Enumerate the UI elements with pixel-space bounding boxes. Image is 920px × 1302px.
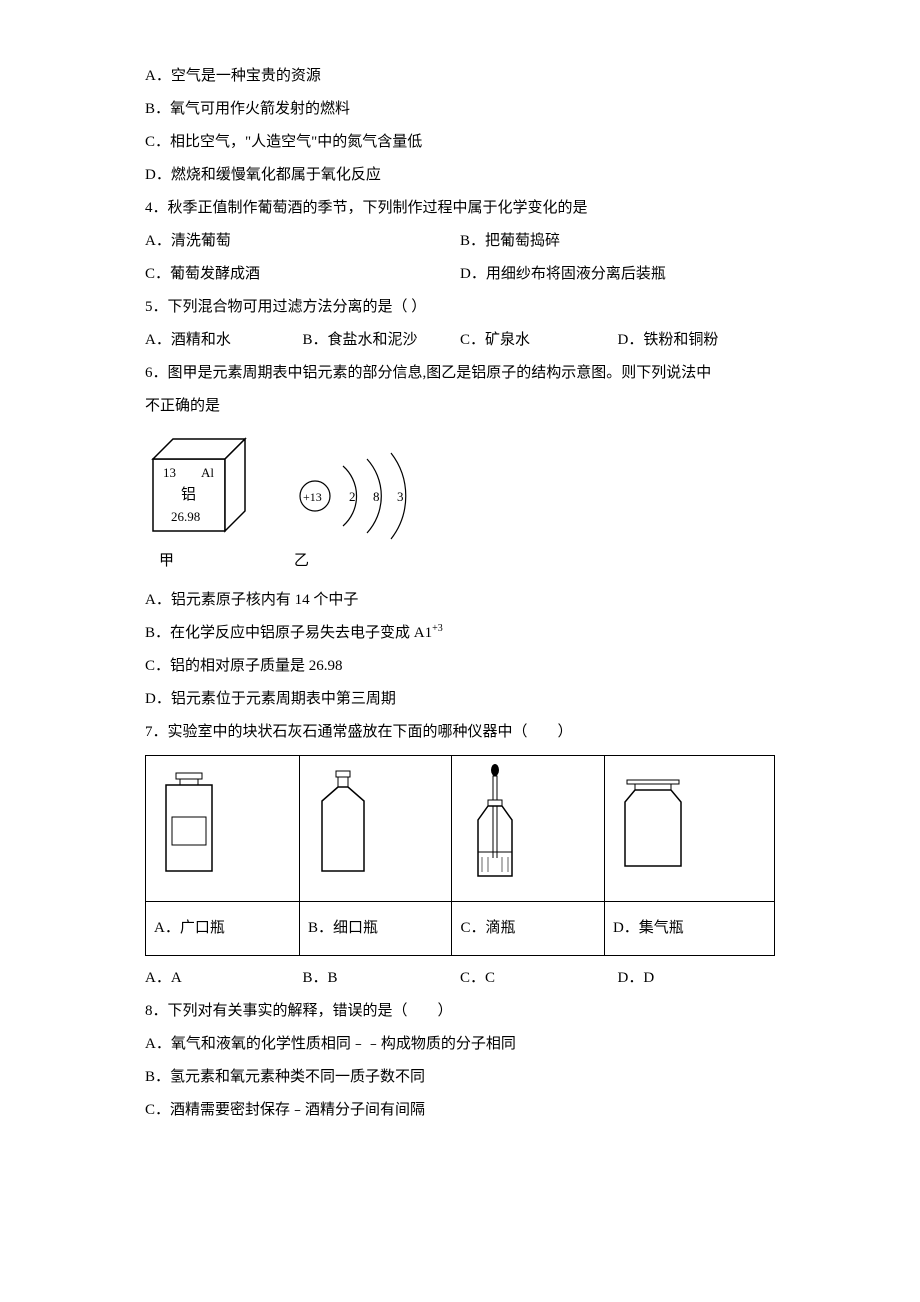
q5-option-a: A．酒精和水 bbox=[145, 324, 303, 357]
q7-img-b bbox=[299, 756, 452, 902]
q7-answer-b: B．B bbox=[303, 962, 461, 995]
q7-img-d bbox=[604, 756, 774, 902]
q8-stem: 8．下列对有关事实的解释，错误的是（ ） bbox=[145, 995, 775, 1028]
q7-img-c bbox=[452, 756, 604, 902]
q4-option-d: D．用细纱布将固液分离后装瓶 bbox=[460, 258, 775, 291]
q7-answer-d: D．D bbox=[618, 962, 776, 995]
q4-option-a: A．清洗葡萄 bbox=[145, 225, 460, 258]
q7-answer-c: C．C bbox=[460, 962, 618, 995]
dropper-bottle-icon bbox=[460, 762, 530, 882]
periodic-cube-icon: 13 Al 铝 26.98 bbox=[145, 431, 255, 541]
q6-option-a: A．铝元素原子核内有 14 个中子 bbox=[145, 584, 775, 617]
q8-option-b: B．氢元素和氧元素种类不同一质子数不同 bbox=[145, 1061, 775, 1094]
q6-option-b: B．在化学反应中铝原子易失去电子变成 A1+3 bbox=[145, 617, 775, 650]
q6-diagram: 13 Al 铝 26.98 +13 2 8 3 bbox=[145, 431, 775, 541]
svg-text:铝: 铝 bbox=[181, 486, 196, 503]
prev-option-c: C．相比空气，"人造空气"中的氮气含量低 bbox=[145, 126, 775, 159]
q6-stem-line2: 不正确的是 bbox=[145, 390, 775, 423]
q5-option-b: B．食盐水和泥沙 bbox=[303, 324, 461, 357]
q4-option-b: B．把葡萄捣碎 bbox=[460, 225, 775, 258]
narrow-mouth-bottle-icon bbox=[308, 767, 378, 877]
q6-option-d: D．铝元素位于元素周期表中第三周期 bbox=[145, 683, 775, 716]
q5-option-c: C．矿泉水 bbox=[460, 324, 618, 357]
svg-text:+13: +13 bbox=[303, 490, 322, 504]
q7-cell-d: D．集气瓶 bbox=[604, 902, 774, 956]
q7-table: A．广口瓶 B．细口瓶 C．滴瓶 D．集气瓶 bbox=[145, 755, 775, 956]
q7-cell-b: B．细口瓶 bbox=[299, 902, 452, 956]
q4-stem: 4．秋季正值制作葡萄酒的季节，下列制作过程中属于化学变化的是 bbox=[145, 192, 775, 225]
svg-text:2: 2 bbox=[349, 489, 356, 504]
q5-option-d: D．铁粉和铜粉 bbox=[618, 324, 776, 357]
prev-option-d: D．燃烧和缓慢氧化都属于氧化反应 bbox=[145, 159, 775, 192]
q8-option-a: A．氧气和液氧的化学性质相同﹣﹣构成物质的分子相同 bbox=[145, 1028, 775, 1061]
q7-cell-c: C．滴瓶 bbox=[452, 902, 604, 956]
q6-option-c: C．铝的相对原子质量是 26.98 bbox=[145, 650, 775, 683]
prev-option-b: B．氧气可用作火箭发射的燃料 bbox=[145, 93, 775, 126]
q5-stem: 5．下列混合物可用过滤方法分离的是（ ） bbox=[145, 291, 775, 324]
atom-structure-icon: +13 2 8 3 bbox=[295, 451, 435, 541]
svg-text:13: 13 bbox=[163, 465, 176, 480]
wide-mouth-bottle-icon bbox=[154, 767, 224, 877]
q4-option-c: C．葡萄发酵成酒 bbox=[145, 258, 460, 291]
q6-jia-label: 甲 bbox=[159, 545, 174, 578]
q7-cell-a: A．广口瓶 bbox=[146, 902, 300, 956]
svg-text:3: 3 bbox=[397, 489, 404, 504]
q6-stem-line1: 6．图甲是元素周期表中铝元素的部分信息,图乙是铝原子的结构示意图。则下列说法中 bbox=[145, 357, 775, 390]
q6-yi-label: 乙 bbox=[294, 545, 309, 578]
q7-answer-a: A．A bbox=[145, 962, 303, 995]
q7-img-a bbox=[146, 756, 300, 902]
svg-text:8: 8 bbox=[373, 489, 380, 504]
svg-text:Al: Al bbox=[201, 465, 214, 480]
q7-stem: 7．实验室中的块状石灰石通常盛放在下面的哪种仪器中（ ） bbox=[145, 716, 775, 749]
q8-option-c: C．酒精需要密封保存﹣酒精分子间有间隔 bbox=[145, 1094, 775, 1127]
gas-jar-icon bbox=[613, 772, 693, 872]
svg-text:26.98: 26.98 bbox=[171, 509, 200, 524]
prev-option-a: A．空气是一种宝贵的资源 bbox=[145, 60, 775, 93]
